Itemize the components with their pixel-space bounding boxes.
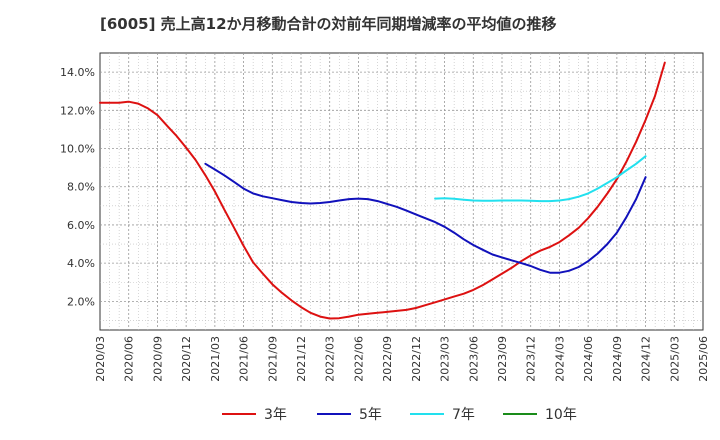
x-tick-label: 2020/09 <box>151 336 164 382</box>
x-tick-label: 2024/03 <box>553 336 566 382</box>
x-tick-label: 2021/03 <box>209 336 222 382</box>
x-tick-label: 2024/06 <box>582 336 595 382</box>
legend: 3年 5年 7年 10年 <box>222 407 577 423</box>
x-tick-label: 2025/03 <box>668 336 681 382</box>
legend-label: 10年 <box>545 407 577 423</box>
x-tick-label: 2020/06 <box>123 336 136 382</box>
data-series <box>99 61 666 320</box>
x-tick-label: 2023/09 <box>496 336 509 382</box>
legend-label: 7年 <box>452 407 475 423</box>
y-tick-label: 6.0% <box>67 219 95 232</box>
plot-area <box>99 52 704 331</box>
series-line-5年 <box>204 162 647 274</box>
x-tick-label: 2022/03 <box>324 336 337 382</box>
x-tick-label: 2023/03 <box>439 336 452 382</box>
series-line-7年 <box>434 155 647 203</box>
x-tick-label: 2020/12 <box>180 336 193 382</box>
y-tick-label: 2.0% <box>67 295 95 308</box>
plot-border <box>99 52 704 331</box>
chart-title: [6005] 売上高12か月移動合計の対前年同期増減率の平均値の推移 <box>100 15 557 33</box>
x-tick-label: 2022/09 <box>381 336 394 382</box>
x-tick-label: 2021/09 <box>266 336 279 382</box>
x-tick-label: 2024/09 <box>611 336 624 382</box>
y-tick-label: 10.0% <box>60 143 95 156</box>
grid-lines <box>100 53 703 330</box>
x-tick-label: 2021/06 <box>238 336 251 382</box>
y-axis-tick-labels: 2.0% 4.0% 6.0% 8.0% 10.0% 12.0% 14.0% <box>60 66 95 308</box>
x-tick-label: 2023/06 <box>467 336 480 382</box>
y-tick-label: 4.0% <box>67 257 95 270</box>
x-tick-label: 2021/12 <box>295 336 308 382</box>
y-tick-label: 14.0% <box>60 66 95 79</box>
x-tick-label: 2023/12 <box>525 336 538 382</box>
x-tick-label: 2022/06 <box>352 336 365 382</box>
legend-label: 5年 <box>359 407 382 423</box>
x-axis-tick-labels: 2020/03 2020/06 2020/09 2020/12 2021/03 2021/… <box>94 336 710 382</box>
series-line-3年 <box>99 61 666 320</box>
legend-label: 3年 <box>264 407 287 423</box>
y-tick-label: 8.0% <box>67 181 95 194</box>
x-tick-label: 2024/12 <box>640 336 653 382</box>
x-tick-label: 2022/12 <box>410 336 423 382</box>
y-tick-label: 12.0% <box>60 104 95 117</box>
x-tick-label: 2025/06 <box>697 336 710 382</box>
x-tick-label: 2020/03 <box>94 336 107 382</box>
